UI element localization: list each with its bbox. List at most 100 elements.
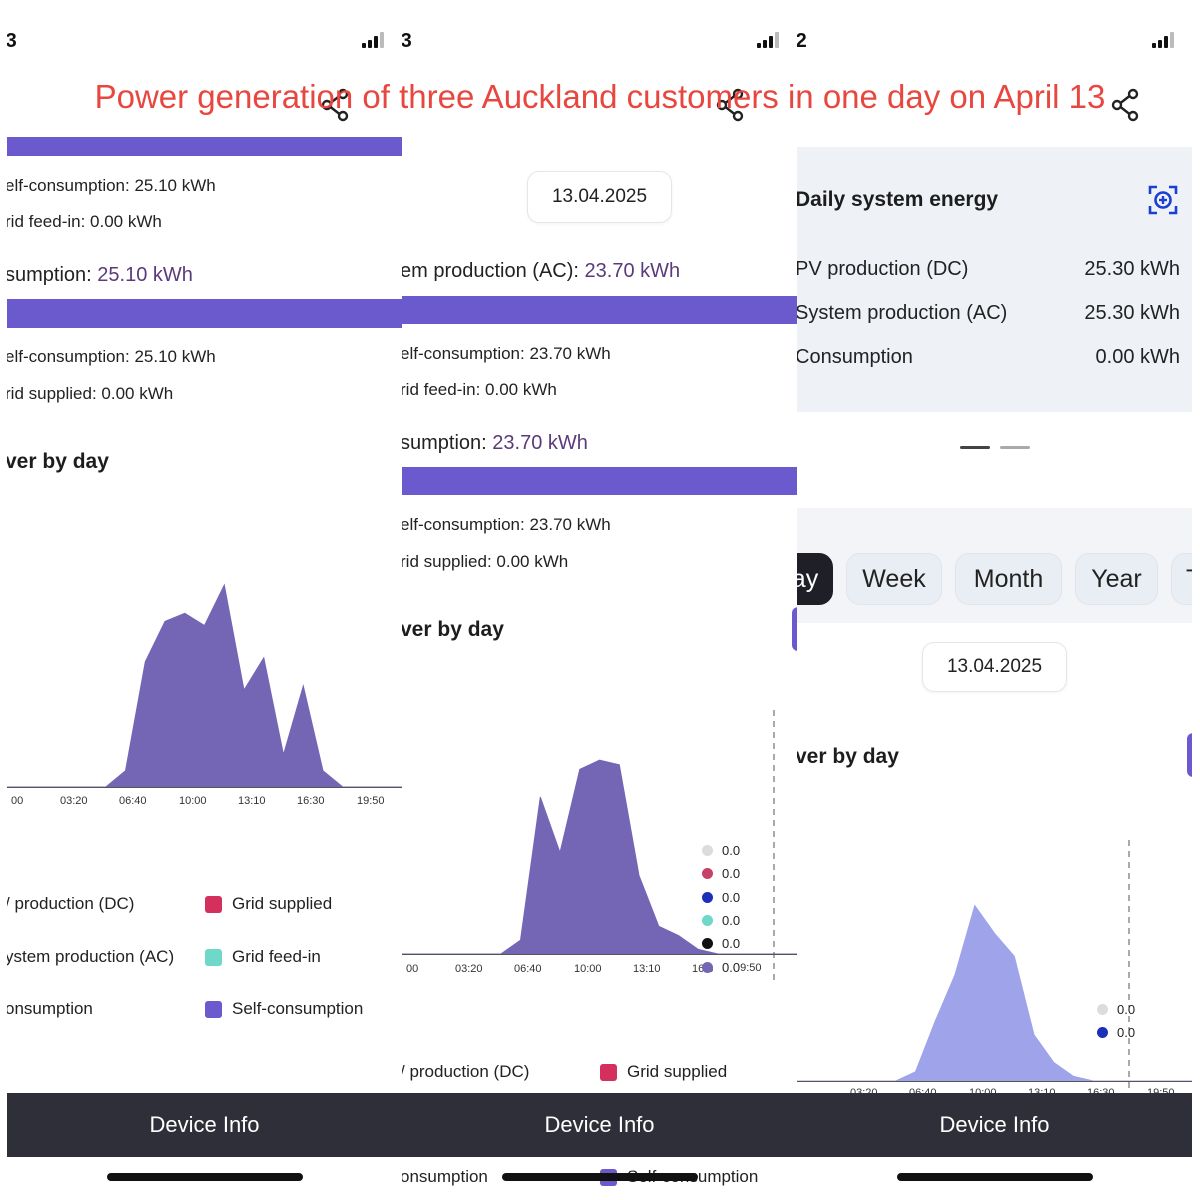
device-info-button[interactable]: Device Info [7,1093,402,1157]
dot-marker [1097,1027,1108,1038]
x-tick-label: 10:00 [179,795,207,807]
dot-marker [1097,1004,1108,1015]
system-production-label: em production (AC): [402,260,585,282]
share-icon[interactable] [321,88,351,122]
tooltip-row: 0.0 [702,936,740,951]
legend-consumption[interactable]: onsumption [7,999,93,1019]
status-time: :3 [7,30,17,52]
consumption-label: sumption: [7,264,98,286]
date-picker[interactable]: 13.04.2025 [527,171,672,223]
daily-energy-title: Daily system energy [797,188,999,211]
tab-year[interactable]: Year [1075,553,1158,605]
pv-production-label: PV production (DC) [797,258,969,280]
legend-label: Grid supplied [232,894,333,913]
grid-supplied-swatch [600,1063,617,1081]
consumption-value: 23.70 kWh [492,432,588,454]
dot-marker [702,868,713,879]
power-chart[interactable]: 00 03:20 06:40 10:00 13:10 16:30 19:50 [7,560,402,815]
x-tick-label: 19:50 [1147,1087,1175,1095]
dot-marker [702,915,713,926]
phone-screen-1: :3 elf-consumption: 25.10 kWh rid feed-i… [7,0,402,1200]
tooltip-row: 0.0 9:50 [702,960,762,975]
consumption-bar [7,299,402,328]
legend-grid-supplied[interactable]: Grid supplied [205,894,332,914]
grid-supplied-text: rid supplied: 0.00 kWh [7,384,174,403]
system-production-summary: em production (AC): 23.70 kWh [402,260,680,283]
x-tick-label: 03:20 [455,963,483,975]
power-chart[interactable]: 03:20 06:40 10:00 13:10 16:30 19:50 [797,830,1192,1095]
device-info-button[interactable]: Device Info [797,1093,1192,1157]
tab-day[interactable]: ay [797,553,833,605]
legend-pv-production[interactable]: / production (DC) [7,894,134,914]
device-info-button[interactable]: Device Info [402,1093,797,1157]
x-tick-label: 06:40 [909,1087,937,1095]
tab-week[interactable]: Week [846,553,942,605]
scroll-tab [1187,733,1192,777]
legend-pv-production[interactable]: / production (DC) [402,1062,529,1082]
tooltip-value: 0.0 [1117,1002,1136,1017]
legend-self-consumption[interactable]: Self-consumption [205,999,363,1019]
dot-marker [702,962,713,973]
x-tick-label: 10:00 [969,1087,997,1095]
consumption-label: sumption: [402,432,493,454]
production-bar [7,137,402,156]
legend-grid-supplied[interactable]: Grid supplied [600,1062,727,1082]
overlay-title: Power generation of three Auckland custo… [94,78,1106,115]
tab-month[interactable]: Month [955,553,1062,605]
x-tick-label: 00 [406,963,418,975]
tooltip-value: 0.0 [1117,1025,1136,1040]
power-by-day-heading: ver by day [402,618,504,641]
status-time: :2 [797,30,807,52]
x-tick-label: 13:10 [633,963,661,975]
tab-total[interactable]: T [1171,553,1192,605]
home-indicator [502,1173,698,1181]
legend-grid-feed-in[interactable]: Grid feed-in [205,947,321,967]
tooltip-row: 0.0 [702,866,740,881]
legend-label: onsumption [402,1167,488,1186]
consumption-value: 25.10 kWh [97,264,193,286]
self-consumption-text-2: elf-consumption: 25.10 kWh [7,347,216,366]
x-tick-label: 13:10 [238,795,266,807]
legend-label: / production (DC) [402,1062,530,1081]
home-indicator [897,1173,1093,1181]
page-indicator[interactable] [1000,446,1030,449]
power-by-day-heading: ver by day [7,450,109,473]
x-tick-label: 16:30 [297,795,325,807]
camera-scan-icon[interactable] [1147,184,1179,216]
power-area-series [7,583,402,788]
legend-consumption[interactable]: onsumption [402,1167,488,1187]
system-production-value: 25.30 kWh [1084,302,1180,324]
share-icon[interactable] [716,88,746,122]
power-by-day-heading: ver by day [797,745,899,768]
signal-icon [757,32,779,48]
date-picker[interactable]: 13.04.2025 [922,642,1067,692]
status-time: :3 [402,30,412,52]
page-indicator-active[interactable] [960,446,990,449]
daily-system-energy-card [797,147,1192,412]
consumption-bar [402,467,797,495]
tick-label-overlap: 9:50 [740,961,762,974]
x-tick-label: 06:40 [514,963,542,975]
tooltip-value: 0.0 [722,843,741,858]
x-tick-label: 00 [11,795,23,807]
share-icon[interactable] [1111,88,1141,122]
tooltip-value: 0.0 [722,866,741,881]
phone-screen-2: :3 13.04.2025 em production (AC): 23.70 … [402,0,797,1200]
consumption-summary: sumption: 23.70 kWh [402,432,588,455]
self-consumption-text-2: elf-consumption: 23.70 kWh [402,515,611,534]
grid-supplied-swatch [205,895,222,913]
legend-system-production[interactable]: ystem production (AC) [7,947,174,967]
signal-icon [362,32,384,48]
status-bar: :2 [797,26,1192,56]
legend-label: Grid supplied [627,1062,728,1081]
self-consumption-text: elf-consumption: 23.70 kWh [402,344,611,363]
self-consumption-swatch [205,1000,222,1018]
tooltip-value: 0.0 [722,913,741,928]
system-production-value: 23.70 kWh [584,260,681,282]
legend-label: ystem production (AC) [7,947,175,966]
phone-screen-3: :2 Daily system energy PV production (DC… [797,0,1192,1200]
system-production-label: System production (AC) [797,302,1008,324]
legend-label: Self-consumption [232,999,364,1018]
x-tick-label: 16:30 [1087,1087,1115,1095]
dot-marker [702,845,713,856]
